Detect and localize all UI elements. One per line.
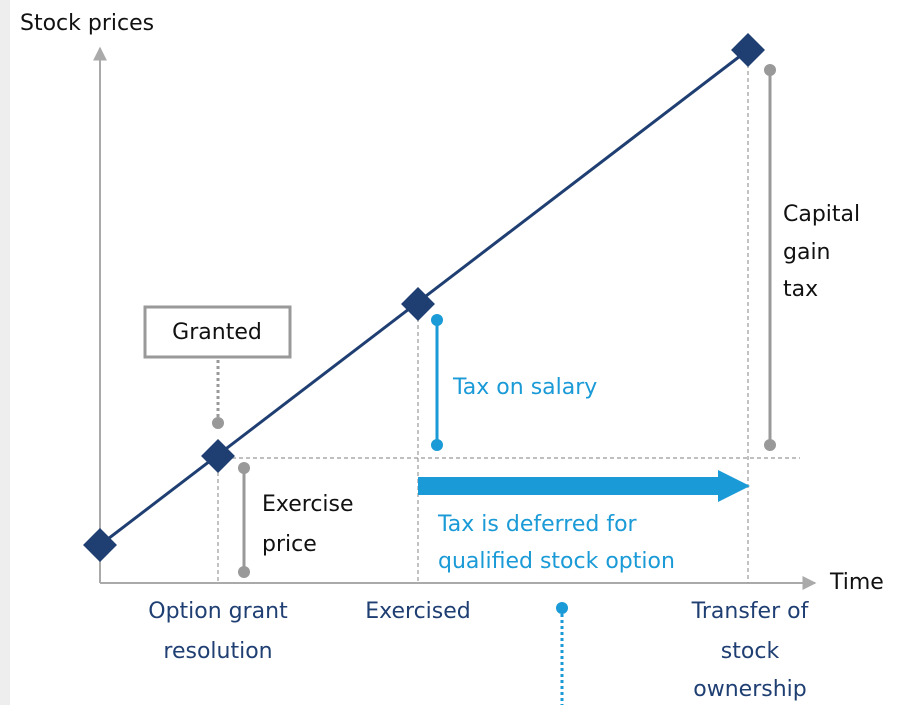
deferred-label: Tax is deferred for <box>437 512 638 537</box>
exercise-label: Exercise <box>262 492 354 517</box>
deferral-arrow <box>418 470 750 502</box>
granted-box <box>143 305 292 359</box>
dot <box>431 314 443 326</box>
milestone-label: resolution <box>163 639 272 664</box>
pointer-dot <box>556 602 568 614</box>
exercise-label: price <box>262 532 317 557</box>
granted-dot <box>212 417 224 429</box>
capital-label: gain <box>783 240 831 265</box>
dot <box>764 64 776 76</box>
dot <box>238 566 250 578</box>
milestone-label: ownership <box>693 677 806 702</box>
granted-label: Granted <box>172 320 262 345</box>
milestone-label: Exercised <box>365 599 471 624</box>
left-strip <box>0 0 10 705</box>
capital-label: Capital <box>783 202 860 227</box>
guides <box>217 50 800 583</box>
milestone-label: stock <box>721 639 780 664</box>
x-axis-label: Time <box>829 570 884 595</box>
dot <box>431 439 443 451</box>
deferred-label: qualified stock option <box>438 549 675 574</box>
y-axis-label: Stock prices <box>20 11 154 36</box>
salary-label: Tax on salary <box>452 375 597 400</box>
milestone-label: Option grant <box>148 599 288 624</box>
capital-label: tax <box>783 277 818 302</box>
dot <box>238 462 250 474</box>
dot <box>764 439 776 451</box>
milestone-label: Transfer of <box>691 599 810 624</box>
